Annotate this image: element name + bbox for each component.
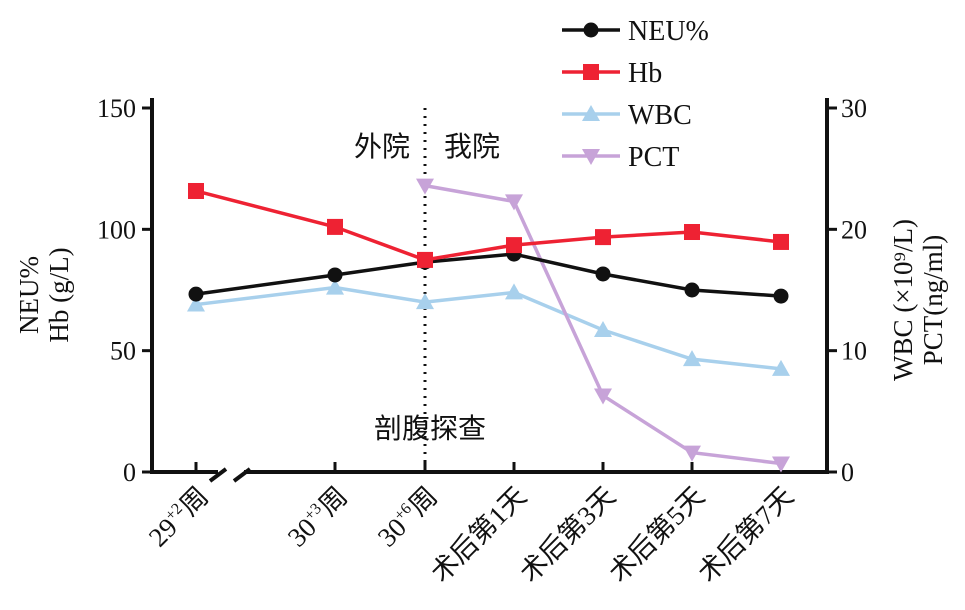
data-point xyxy=(772,359,790,376)
x-tick-label: 术后第3天 xyxy=(514,481,621,588)
left-axis-title: Hb (g/L) xyxy=(44,247,74,342)
right-tick-label: 10 xyxy=(841,337,867,366)
right-tick-label: 0 xyxy=(841,458,854,487)
x-tick-label: 30+6周 xyxy=(372,481,443,552)
left-tick-label: 100 xyxy=(97,215,136,244)
legend-marker xyxy=(582,105,600,121)
right-tick-label: 30 xyxy=(841,94,867,123)
data-point xyxy=(595,229,611,246)
data-point xyxy=(327,218,343,235)
legend-label: PCT xyxy=(628,142,679,173)
legend-item: NEU% xyxy=(562,16,709,47)
annotation-laparotomy: 剖腹探查 xyxy=(374,413,486,445)
right-tick-label: 20 xyxy=(841,215,867,244)
data-point xyxy=(684,282,700,298)
x-tick-label: 29+2周 xyxy=(143,481,214,552)
legend-item: WBC xyxy=(562,100,692,131)
data-point xyxy=(505,283,523,300)
data-point xyxy=(417,251,433,268)
series-hb xyxy=(188,182,789,268)
legend-label: Hb xyxy=(628,58,662,89)
right-axis-title: PCT(ng/ml) xyxy=(918,235,948,366)
data-point xyxy=(773,233,789,250)
legend-item: PCT xyxy=(562,142,679,173)
data-point xyxy=(594,321,612,338)
axis-break-mark xyxy=(208,467,228,483)
data-point xyxy=(327,267,343,283)
data-point xyxy=(506,237,522,254)
data-point xyxy=(188,182,204,199)
x-tick-label: 术后第5天 xyxy=(603,481,710,588)
legend-marker xyxy=(583,64,599,80)
right-axis-title: WBC (×10⁹/L) xyxy=(888,219,918,381)
data-point xyxy=(595,266,611,282)
data-point xyxy=(188,286,204,302)
legend-marker xyxy=(583,22,599,38)
x-tick-label: 30+3周 xyxy=(282,481,353,552)
legend-label: WBC xyxy=(628,100,692,131)
data-point xyxy=(683,350,701,367)
data-point xyxy=(505,194,523,211)
annotation-our-hospital: 我院 xyxy=(444,131,500,163)
left-tick-label: 150 xyxy=(97,94,136,123)
data-point xyxy=(187,295,205,312)
left-tick-label: 50 xyxy=(110,337,136,366)
x-tick-label: 术后第7天 xyxy=(692,481,799,588)
data-point xyxy=(594,388,612,405)
legend-item: Hb xyxy=(562,58,662,89)
legend-marker xyxy=(582,149,600,165)
data-point xyxy=(416,178,434,195)
data-point xyxy=(773,288,789,304)
data-point xyxy=(326,278,344,295)
left-axis-title: NEU% xyxy=(14,256,44,334)
data-point xyxy=(684,224,700,241)
annotation-outside-hospital: 外院 xyxy=(354,131,410,163)
series-wbc xyxy=(187,278,790,376)
left-tick-label: 0 xyxy=(123,458,136,487)
data-point xyxy=(416,293,434,310)
axis-break-mark xyxy=(232,467,252,483)
data-point xyxy=(772,456,790,473)
x-tick-label: 术后第1天 xyxy=(425,481,532,588)
legend-label: NEU% xyxy=(628,16,709,47)
data-point xyxy=(683,445,701,462)
series-pct xyxy=(416,178,790,473)
